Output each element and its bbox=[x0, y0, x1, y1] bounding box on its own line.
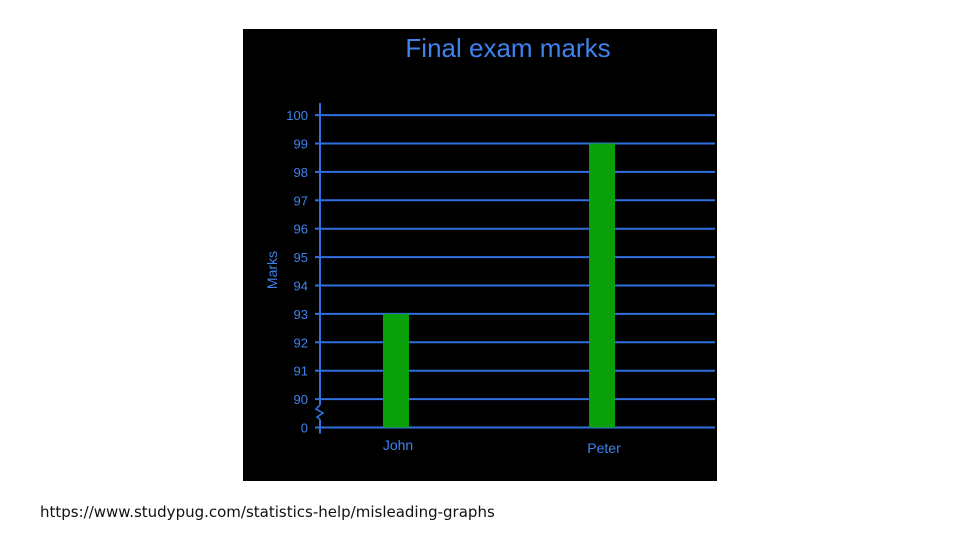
y-tick-label-100: 100 bbox=[286, 108, 308, 123]
y-tick-label-0: 0 bbox=[301, 421, 308, 436]
y-tick-label-92: 92 bbox=[294, 335, 308, 350]
y-axis-break-icon bbox=[314, 404, 325, 421]
chart-panel: Final exam marks Marks 0 90 91 92 93 94 95 96 97… bbox=[243, 29, 717, 481]
gridlines bbox=[320, 114, 715, 429]
y-tick-label-97: 97 bbox=[294, 193, 308, 208]
bar-john bbox=[383, 313, 409, 428]
y-tick-labels: 0 90 91 92 93 94 95 96 97 98 99 100 bbox=[286, 108, 308, 435]
chart-title: Final exam marks bbox=[405, 33, 610, 63]
y-tick-label-99: 99 bbox=[294, 137, 308, 152]
x-label-john: John bbox=[383, 437, 413, 453]
y-tick-label-94: 94 bbox=[294, 279, 308, 294]
x-label-peter: Peter bbox=[587, 440, 621, 456]
bar-peter bbox=[589, 143, 615, 428]
y-tick-label-93: 93 bbox=[294, 307, 308, 322]
y-tick-label-98: 98 bbox=[294, 165, 308, 180]
x-category-labels: John Peter bbox=[383, 437, 621, 456]
source-caption: https://www.studypug.com/statistics-help… bbox=[40, 503, 495, 521]
y-tick-label-91: 91 bbox=[294, 364, 308, 379]
y-tick-label-95: 95 bbox=[294, 250, 308, 265]
y-tick-label-96: 96 bbox=[294, 222, 308, 237]
bar-chart: Final exam marks Marks 0 90 91 92 93 94 95 96 97… bbox=[264, 33, 715, 456]
y-tick-label-90: 90 bbox=[294, 392, 308, 407]
y-axis-label: Marks bbox=[264, 251, 280, 289]
y-axis bbox=[314, 103, 325, 434]
bars bbox=[383, 143, 615, 428]
